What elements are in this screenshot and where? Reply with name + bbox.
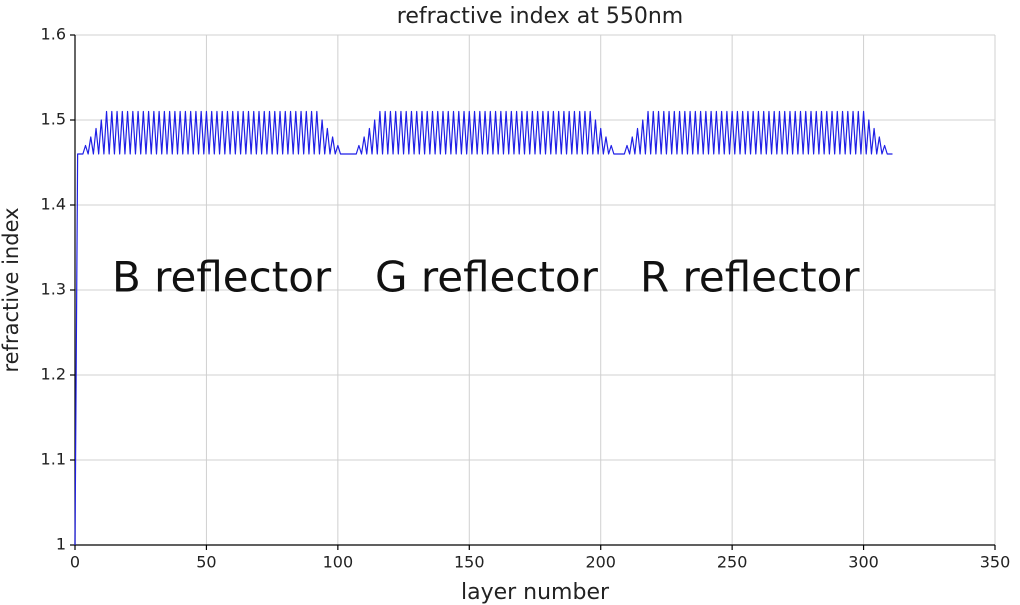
- annotation: G reflector: [375, 253, 599, 302]
- chart-title: refractive index at 550nm: [397, 4, 683, 29]
- annotation: R reflector: [640, 253, 860, 302]
- x-tick-label: 200: [585, 553, 616, 572]
- x-axis-label: layer number: [461, 580, 610, 605]
- y-tick-label: 1.5: [41, 110, 66, 129]
- annotation: B reflector: [112, 253, 332, 302]
- x-tick-label: 100: [323, 553, 354, 572]
- x-tick-label: 250: [717, 553, 748, 572]
- data-line: [74, 110, 893, 546]
- x-tick-label: 350: [980, 553, 1011, 572]
- x-tick-label: 150: [454, 553, 485, 572]
- x-tick-label: 0: [70, 553, 80, 572]
- y-tick-label: 1.6: [41, 25, 66, 44]
- y-tick-label: 1.4: [41, 195, 66, 214]
- y-tick-label: 1.3: [41, 280, 66, 299]
- x-tick-label: 50: [196, 553, 216, 572]
- y-tick-label: 1: [56, 535, 66, 554]
- y-tick-label: 1.2: [41, 365, 66, 384]
- x-tick-label: 300: [848, 553, 879, 572]
- y-tick-label: 1.1: [41, 450, 66, 469]
- y-axis-label: refractive index: [0, 207, 23, 372]
